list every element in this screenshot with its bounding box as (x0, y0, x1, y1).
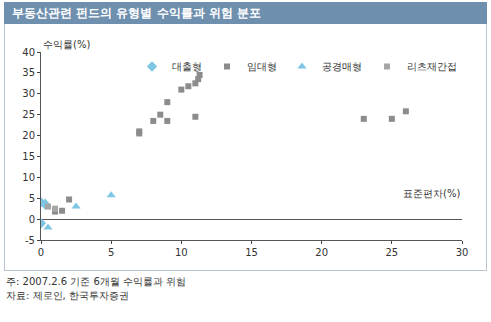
svg-text:공경매형: 공경매형 (322, 61, 362, 72)
html-text:자료: 제로인, 한국투자증권: 자료: 제로인, 한국투자증권 (6, 290, 129, 301)
svg-text:20: 20 (22, 130, 35, 141)
html-text:주: 2007.2.6 기준 6개월 수익률과 위험: 주: 2007.2.6 기준 6개월 수익률과 위험 (6, 276, 187, 287)
svg-text:40: 40 (22, 47, 35, 58)
svg-text:35: 35 (22, 67, 35, 78)
svg-text:20: 20 (315, 247, 328, 258)
html-text:부동산관련 펀드의 유형별 수익률과 위험 분포: 부동산관련 펀드의 유형별 수익률과 위험 분포 (12, 6, 261, 20)
svg-text:수익률(%): 수익률(%) (43, 39, 90, 50)
svg-text:5: 5 (29, 193, 35, 204)
svg-text:15: 15 (245, 247, 258, 258)
svg-text:30: 30 (22, 88, 35, 99)
svg-text:10: 10 (175, 247, 188, 258)
svg-text:30: 30 (456, 247, 469, 258)
svg-text:-5: -5 (25, 235, 35, 246)
svg-text:10: 10 (22, 172, 35, 183)
svg-text:5: 5 (108, 247, 114, 258)
svg-text:25: 25 (385, 247, 398, 258)
svg-text:표준편차(%): 표준편차(%) (403, 188, 460, 199)
svg-text:0: 0 (38, 247, 44, 258)
svg-text:임대형: 임대형 (247, 61, 277, 72)
svg-text:15: 15 (22, 151, 35, 162)
svg-text:0: 0 (29, 214, 35, 225)
svg-text:25: 25 (22, 109, 35, 120)
svg-text:대출형: 대출형 (172, 61, 202, 72)
svg-text:리츠재간접: 리츠재간접 (407, 61, 457, 72)
